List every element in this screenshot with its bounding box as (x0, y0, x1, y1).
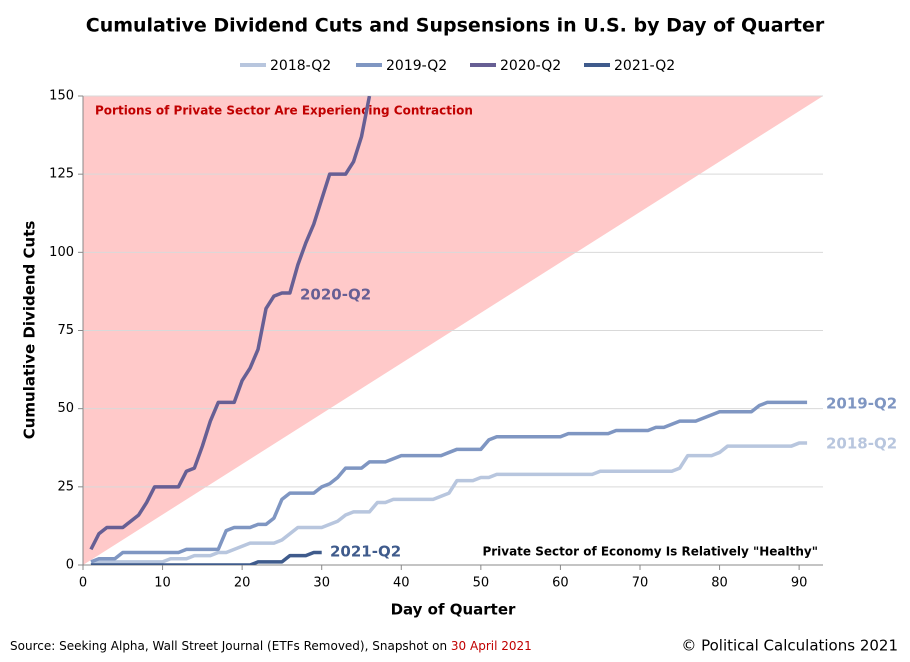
x-tick-label: 40 (393, 576, 410, 591)
annotation: Private Sector of Economy Is Relatively … (482, 545, 818, 559)
legend-label: 2021-Q2 (614, 58, 675, 74)
series-line (89, 96, 372, 551)
series-line (90, 441, 808, 565)
x-tick-label: 90 (791, 576, 808, 591)
series-line (90, 400, 808, 564)
series-end-label: 2020-Q2 (300, 286, 371, 304)
series-end-label: 2021-Q2 (330, 543, 401, 561)
y-tick-label: 0 (66, 558, 74, 573)
source-date: 30 April 2021 (451, 639, 532, 653)
legend-label: 2019-Q2 (386, 58, 447, 74)
series-end-label: 2019-Q2 (826, 395, 897, 413)
legend-label: 2018-Q2 (270, 58, 331, 74)
chart-title: Cumulative Dividend Cuts and Supsensions… (86, 15, 825, 37)
y-tick-label: 125 (49, 167, 74, 182)
legend-item: 2019-Q2 (356, 58, 447, 74)
y-tick-label: 50 (57, 401, 74, 416)
y-tick-label: 100 (49, 245, 74, 260)
y-tick-label: 150 (49, 89, 74, 104)
series-line (90, 550, 322, 565)
legend-item: 2021-Q2 (584, 58, 675, 74)
x-tick-label: 0 (79, 576, 87, 591)
source: Source: Seeking Alpha, Wall Street Journ… (10, 639, 532, 653)
x-axis-label: Day of Quarter (391, 601, 516, 619)
credit: © Political Calculations 2021 (681, 637, 898, 655)
series-end-label: 2018-Q2 (826, 435, 897, 453)
legend-item: 2018-Q2 (240, 58, 331, 74)
x-tick-label: 20 (234, 576, 251, 591)
legend-item: 2020-Q2 (470, 58, 561, 74)
legend-label: 2020-Q2 (500, 58, 561, 74)
x-tick-label: 80 (711, 576, 728, 591)
x-tick-label: 30 (313, 576, 330, 591)
x-tick-label: 50 (473, 576, 490, 591)
x-tick-label: 10 (154, 576, 171, 591)
x-tick-label: 70 (632, 576, 649, 591)
y-tick-label: 25 (57, 479, 74, 494)
y-axis-label: Cumulative Dividend Cuts (21, 221, 39, 440)
annotation: Portions of Private Sector Are Experienc… (95, 104, 473, 118)
source-text: Source: Seeking Alpha, Wall Street Journ… (10, 639, 451, 653)
x-tick-label: 60 (552, 576, 569, 591)
y-tick-label: 75 (57, 323, 74, 338)
